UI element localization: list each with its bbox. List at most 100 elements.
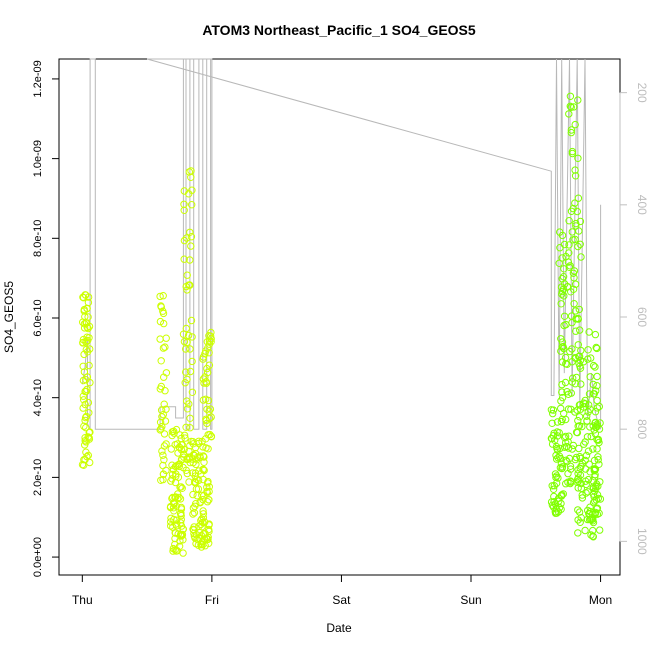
- data-point: [175, 493, 183, 502]
- data-point: [593, 404, 601, 412]
- x-tick-label: Mon: [589, 593, 612, 607]
- data-point: [194, 485, 203, 493]
- data-point: [79, 335, 88, 344]
- x-tick-label: Fri: [205, 593, 219, 607]
- data-point: [183, 469, 192, 478]
- data-point: [577, 380, 585, 388]
- data-point: [177, 505, 186, 513]
- y-tick-label: 8.0e-10: [32, 220, 44, 257]
- data-point: [584, 346, 592, 354]
- data-point: [594, 456, 602, 464]
- data-point: [198, 491, 206, 499]
- data-point: [187, 173, 195, 182]
- r-tick-label: 400: [635, 195, 649, 215]
- data-point: [186, 345, 194, 353]
- data-point: [199, 510, 208, 518]
- y-tick-label: 1.2e-09: [32, 60, 44, 97]
- data-point: [185, 168, 194, 176]
- data-point: [552, 472, 561, 480]
- data-point: [593, 505, 601, 513]
- data-point: [559, 342, 567, 351]
- data-point: [207, 433, 216, 441]
- data-point: [202, 415, 210, 423]
- data-point: [174, 490, 182, 498]
- data-point: [188, 201, 196, 209]
- data-point: [182, 345, 190, 353]
- data-point: [572, 453, 581, 462]
- data-point: [564, 405, 573, 413]
- data-point: [571, 307, 580, 315]
- y-tick-label: 1.0e-09: [32, 140, 44, 177]
- data-point: [572, 315, 580, 323]
- data-point: [169, 547, 177, 555]
- data-point: [82, 423, 90, 432]
- data-point: [86, 428, 94, 436]
- data-point: [558, 231, 567, 240]
- pressure-trace-line: [81, 58, 602, 430]
- data-point: [586, 373, 594, 381]
- data-point: [156, 426, 164, 434]
- data-point: [188, 357, 196, 366]
- data-point: [574, 516, 582, 524]
- data-point: [80, 396, 88, 404]
- data-point: [574, 96, 582, 104]
- data-point: [84, 298, 93, 307]
- data-point: [186, 228, 194, 237]
- data-point: [589, 526, 597, 535]
- data-point: [567, 389, 575, 397]
- data-point: [159, 344, 168, 352]
- data-point: [84, 324, 92, 333]
- data-point: [188, 455, 197, 463]
- data-point: [195, 467, 203, 475]
- data-point: [183, 375, 191, 384]
- data-point: [558, 275, 566, 283]
- data-point: [565, 432, 573, 440]
- data-point: [197, 540, 205, 549]
- data-point: [574, 242, 582, 251]
- data-point: [202, 444, 210, 452]
- data-point: [157, 476, 165, 484]
- data-point: [180, 187, 189, 195]
- data-point: [594, 453, 602, 461]
- data-point: [157, 406, 166, 414]
- data-point: [591, 363, 599, 371]
- data-point: [196, 453, 204, 462]
- data-point: [589, 422, 597, 430]
- data-point: [558, 254, 566, 262]
- data-point: [589, 483, 597, 491]
- data-point: [198, 515, 206, 523]
- data-point: [555, 452, 564, 460]
- data-point: [167, 445, 176, 453]
- data-point: [557, 300, 565, 308]
- data-point: [567, 103, 575, 112]
- data-point: [161, 417, 170, 425]
- data-point: [574, 506, 582, 514]
- data-point: [574, 474, 582, 482]
- data-point: [566, 102, 574, 111]
- data-point: [189, 458, 197, 467]
- data-point: [160, 400, 168, 408]
- data-point: [156, 292, 164, 301]
- data-point: [576, 217, 585, 226]
- data-point: [589, 498, 598, 507]
- data-point: [559, 285, 568, 293]
- data-point: [593, 344, 601, 353]
- data-point: [161, 343, 169, 351]
- data-point: [199, 465, 207, 473]
- data-point: [572, 373, 581, 382]
- data-point: [170, 515, 178, 524]
- data-point: [158, 413, 166, 421]
- data-point: [201, 529, 209, 538]
- data-point: [169, 465, 178, 474]
- data-point: [182, 368, 190, 376]
- data-point: [585, 401, 593, 409]
- data-point: [577, 253, 585, 261]
- data-point: [199, 443, 207, 451]
- data-point: [576, 326, 584, 334]
- data-point: [585, 460, 593, 468]
- data-point: [162, 440, 170, 448]
- r-tick-label: 800: [635, 419, 649, 439]
- data-point: [187, 316, 196, 325]
- r-tick-label: 600: [635, 307, 649, 327]
